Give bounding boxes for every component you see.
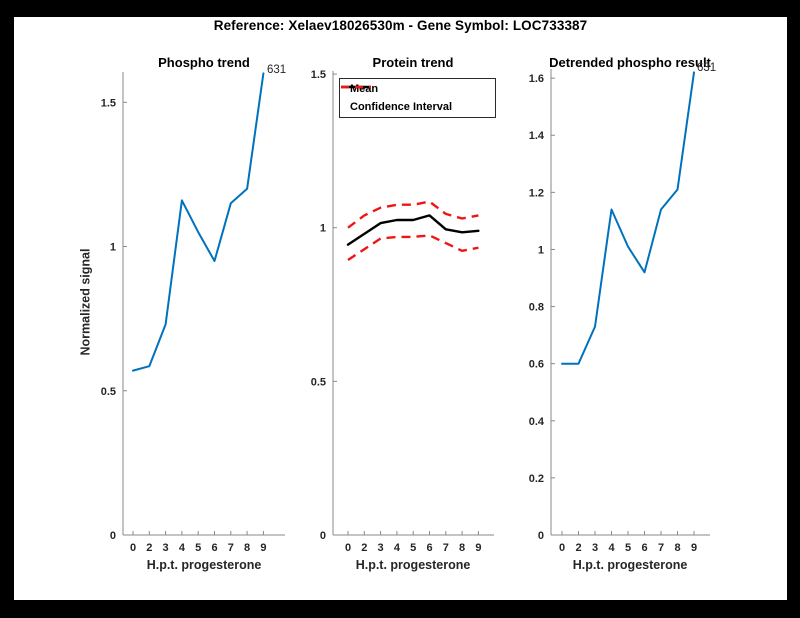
- y-tick-label: 1.2: [529, 187, 544, 199]
- x-tick-label: 9: [691, 542, 697, 554]
- x-tick-label: 9: [475, 542, 481, 554]
- x-axis-label-1: H.p.t. progesterone: [146, 558, 262, 572]
- x-tick-label: 4: [179, 542, 186, 554]
- subplot-3: 0 2 3 4 5 6 7 8 900.20.40.60.811.21.41.6: [529, 69, 710, 554]
- x-tick-label: 3: [378, 542, 384, 554]
- series-line-detrended-phospho: [561, 71, 695, 365]
- legend-row-confidence-interval: Confidence Interval: [340, 85, 495, 115]
- y-tick-label: 0.8: [529, 302, 544, 314]
- y-tick-label: 0: [538, 530, 544, 542]
- x-tick-label: 8: [459, 542, 465, 554]
- series-line-phospho: [132, 72, 265, 372]
- x-tick-label: 2: [361, 542, 367, 554]
- y-tick-label: 0.4: [529, 416, 545, 428]
- y-tick-label: 1.5: [311, 69, 326, 81]
- x-tick-label: 5: [410, 542, 416, 554]
- x-tick-label: 0: [345, 542, 351, 554]
- y-tick-label: 0.2: [529, 473, 544, 485]
- series-line-ci-upper: [347, 200, 479, 229]
- y-tick-label: 1: [320, 223, 326, 235]
- y-tick-label: 1: [110, 242, 116, 254]
- x-tick-label: 7: [658, 542, 664, 554]
- series-line-ci-lower: [347, 234, 479, 262]
- x-axis-label-3: H.p.t. progesterone: [572, 558, 688, 572]
- subplot-title-protein-trend: Protein trend: [372, 55, 454, 70]
- series-end-annotation-1: 631: [267, 64, 287, 76]
- x-tick-label: 7: [228, 542, 234, 554]
- subplot-title-detrended-phospho-result: Detrended phospho result: [549, 55, 711, 70]
- legend: Mean Confidence Interval: [339, 78, 496, 118]
- x-tick-label: 7: [443, 542, 449, 554]
- y-tick-label: 0.6: [529, 359, 544, 371]
- x-tick-label: 6: [641, 542, 647, 554]
- x-tick-label: 2: [575, 542, 581, 554]
- y-tick-label: 0: [320, 530, 326, 542]
- series-line-mean: [346, 214, 480, 246]
- x-tick-label: 0: [559, 542, 565, 554]
- x-tick-label: 3: [163, 542, 169, 554]
- x-tick-label: 5: [625, 542, 631, 554]
- x-tick-label: 0: [130, 542, 136, 554]
- x-tick-label: 3: [592, 542, 598, 554]
- x-tick-label: 9: [260, 542, 266, 554]
- y-tick-label: 0: [110, 530, 116, 542]
- y-tick-label: 1.4: [529, 130, 545, 142]
- x-axis-label-2: H.p.t. progesterone: [355, 558, 471, 572]
- y-tick-label: 1.6: [529, 73, 544, 85]
- x-tick-label: 5: [195, 542, 201, 554]
- y-tick-label: 1: [538, 244, 544, 256]
- subplot-title-phospho-trend: Phospho trend: [158, 55, 250, 70]
- x-tick-label: 6: [426, 542, 432, 554]
- figure-title: Reference: Xelaev18026530m - Gene Symbol…: [213, 18, 588, 33]
- x-tick-label: 8: [244, 542, 250, 554]
- subplot-2: 0 2 3 4 5 6 7 8 900.511.5: [311, 69, 494, 554]
- subplot-1: 0 2 3 4 5 6 7 8 900.511.5: [101, 72, 285, 554]
- legend-label-confidence-interval: Confidence Interval: [350, 101, 453, 113]
- x-tick-label: 6: [211, 542, 217, 554]
- y-tick-label: 1.5: [101, 97, 116, 109]
- legend-ci-dashed-line-icon: [341, 85, 371, 89]
- y-tick-label: 0.5: [101, 386, 116, 398]
- y-tick-label: 0.5: [311, 376, 326, 388]
- x-tick-label: 4: [608, 542, 615, 554]
- x-tick-label: 4: [394, 542, 401, 554]
- x-tick-label: 2: [146, 542, 152, 554]
- series-end-annotation-3: 631: [697, 62, 717, 74]
- x-tick-label: 8: [674, 542, 680, 554]
